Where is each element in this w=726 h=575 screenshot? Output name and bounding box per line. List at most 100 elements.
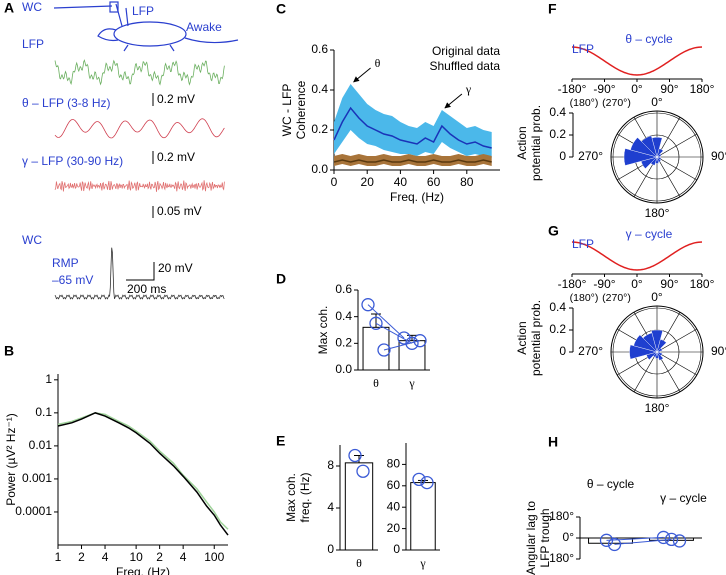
polar-bar: [656, 347, 663, 353]
theta-trace: [54, 118, 225, 139]
paired-line: [375, 322, 413, 344]
legend-entry: Original data: [432, 44, 500, 58]
y-axis-label: LFP trough: [538, 508, 552, 567]
bar: [398, 340, 426, 371]
data-point: [420, 475, 434, 490]
trace-label: θ – LFP (3-8 Hz): [22, 96, 110, 110]
cycle-tick-label: -180°: [558, 277, 587, 291]
annotation: θ: [375, 56, 381, 70]
scale-label: 20 mV: [158, 261, 193, 275]
polar-bar: [651, 329, 663, 353]
x-tick-label: 4: [180, 550, 187, 564]
lfp-label: LFP: [572, 42, 594, 56]
angle-label: 90°: [711, 149, 726, 163]
mouse-head: [97, 28, 119, 42]
y-tick-label: 0.6: [311, 42, 328, 56]
y-tick-label: 180°: [549, 509, 574, 523]
cycle-tick-label: 0°: [631, 82, 643, 96]
paired-line: [606, 536, 664, 541]
category-label: γ: [408, 376, 415, 390]
x-tick-label: 20: [361, 175, 375, 189]
panel-label: H: [548, 434, 558, 450]
bar: [410, 482, 436, 551]
series-line: [57, 412, 229, 536]
category-label: γ – cycle: [660, 491, 707, 505]
cycle-tick-label: -90°: [593, 82, 615, 96]
polar-spoke: [656, 351, 697, 376]
series-line: [333, 106, 492, 149]
x-tick-label: 60: [427, 175, 441, 189]
polar-spoke: [656, 156, 697, 181]
x-tick-label: 100: [204, 550, 224, 564]
y-tick-label: 0.0: [311, 162, 328, 176]
panel-label: A: [4, 0, 14, 16]
electrodes: [53, 3, 129, 27]
data-point: [361, 298, 375, 312]
y-tick-label: 4: [327, 500, 334, 514]
paired-line: [367, 304, 405, 339]
angle-label: 0°: [651, 290, 663, 304]
data-point: [369, 316, 383, 330]
polar-bar: [629, 344, 658, 360]
electrode-label: WC: [22, 0, 42, 14]
series-line: [57, 412, 229, 530]
category-label: θ: [373, 376, 379, 390]
x-tick-label: 0: [331, 175, 338, 189]
polar-spoke: [656, 156, 681, 197]
r-tick-label: 0.4: [549, 300, 566, 314]
band: [334, 154, 492, 166]
panel-label: G: [548, 223, 559, 239]
polar-bar: [656, 351, 664, 361]
y-axis-label: freq. (Hz): [298, 472, 312, 522]
trace-label: WC: [22, 233, 42, 247]
y-axis-label: Max coh.: [284, 473, 298, 522]
polar-bar: [655, 351, 659, 359]
gamma-trace: [54, 180, 225, 192]
lfp-cycle: [571, 241, 703, 271]
cycle-subtick-label: (180°): [570, 97, 599, 109]
cycle-tick-label: -180°: [558, 82, 587, 96]
y-tick-label: 1: [45, 372, 52, 386]
data-point: [412, 472, 426, 487]
mouse-legs: [123, 44, 175, 52]
scale-label: 200 ms: [127, 282, 166, 296]
cycle-tick-label: -90°: [593, 277, 615, 291]
angle-label: 180°: [645, 401, 670, 415]
y-tick-label: 0.4: [335, 309, 352, 323]
mouse-body: [113, 21, 187, 47]
angle-label: 270°: [578, 149, 603, 163]
panel-label: E: [276, 433, 285, 449]
angle-label: 0°: [651, 95, 663, 109]
annotation: γ: [465, 82, 472, 96]
polar-bar: [630, 137, 658, 158]
x-tick-label: 4: [102, 550, 109, 564]
data-point: [599, 533, 614, 547]
data-point: [348, 448, 362, 463]
panel-label: C: [276, 1, 286, 17]
polar-bar: [656, 148, 664, 158]
cycle-label: γ – cycle: [626, 227, 673, 241]
lfp-cycle: [571, 46, 703, 76]
rmp-value: –65 mV: [52, 273, 93, 287]
mouse-schematic: [53, 1, 239, 52]
x-axis-label: Freq. (Hz): [390, 190, 444, 204]
scale-label: 0.2 mV: [157, 150, 195, 164]
y-tick-label: 0.01: [29, 438, 53, 452]
y-tick-label: 0: [393, 542, 400, 556]
lfp-label: LFP: [572, 237, 594, 251]
data-point: [377, 343, 391, 357]
data-point: [672, 534, 687, 548]
y-tick-label: 0.1: [35, 405, 52, 419]
angle-label: 90°: [711, 344, 726, 358]
y-tick-label: 0.4: [311, 82, 328, 96]
polar-bar: [623, 148, 658, 166]
polar-bar: [641, 135, 658, 158]
x-tick-label: 1: [55, 550, 62, 564]
scale-bar: [126, 262, 155, 281]
x-tick-label: 2: [78, 550, 85, 564]
y-axis-label: Action: [515, 321, 529, 354]
data-point: [664, 532, 679, 547]
angle-label: 270°: [578, 344, 603, 358]
electrode-label: LFP: [132, 4, 154, 18]
